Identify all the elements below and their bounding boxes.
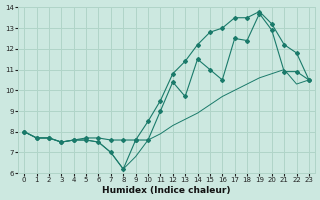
X-axis label: Humidex (Indice chaleur): Humidex (Indice chaleur) xyxy=(102,186,231,195)
